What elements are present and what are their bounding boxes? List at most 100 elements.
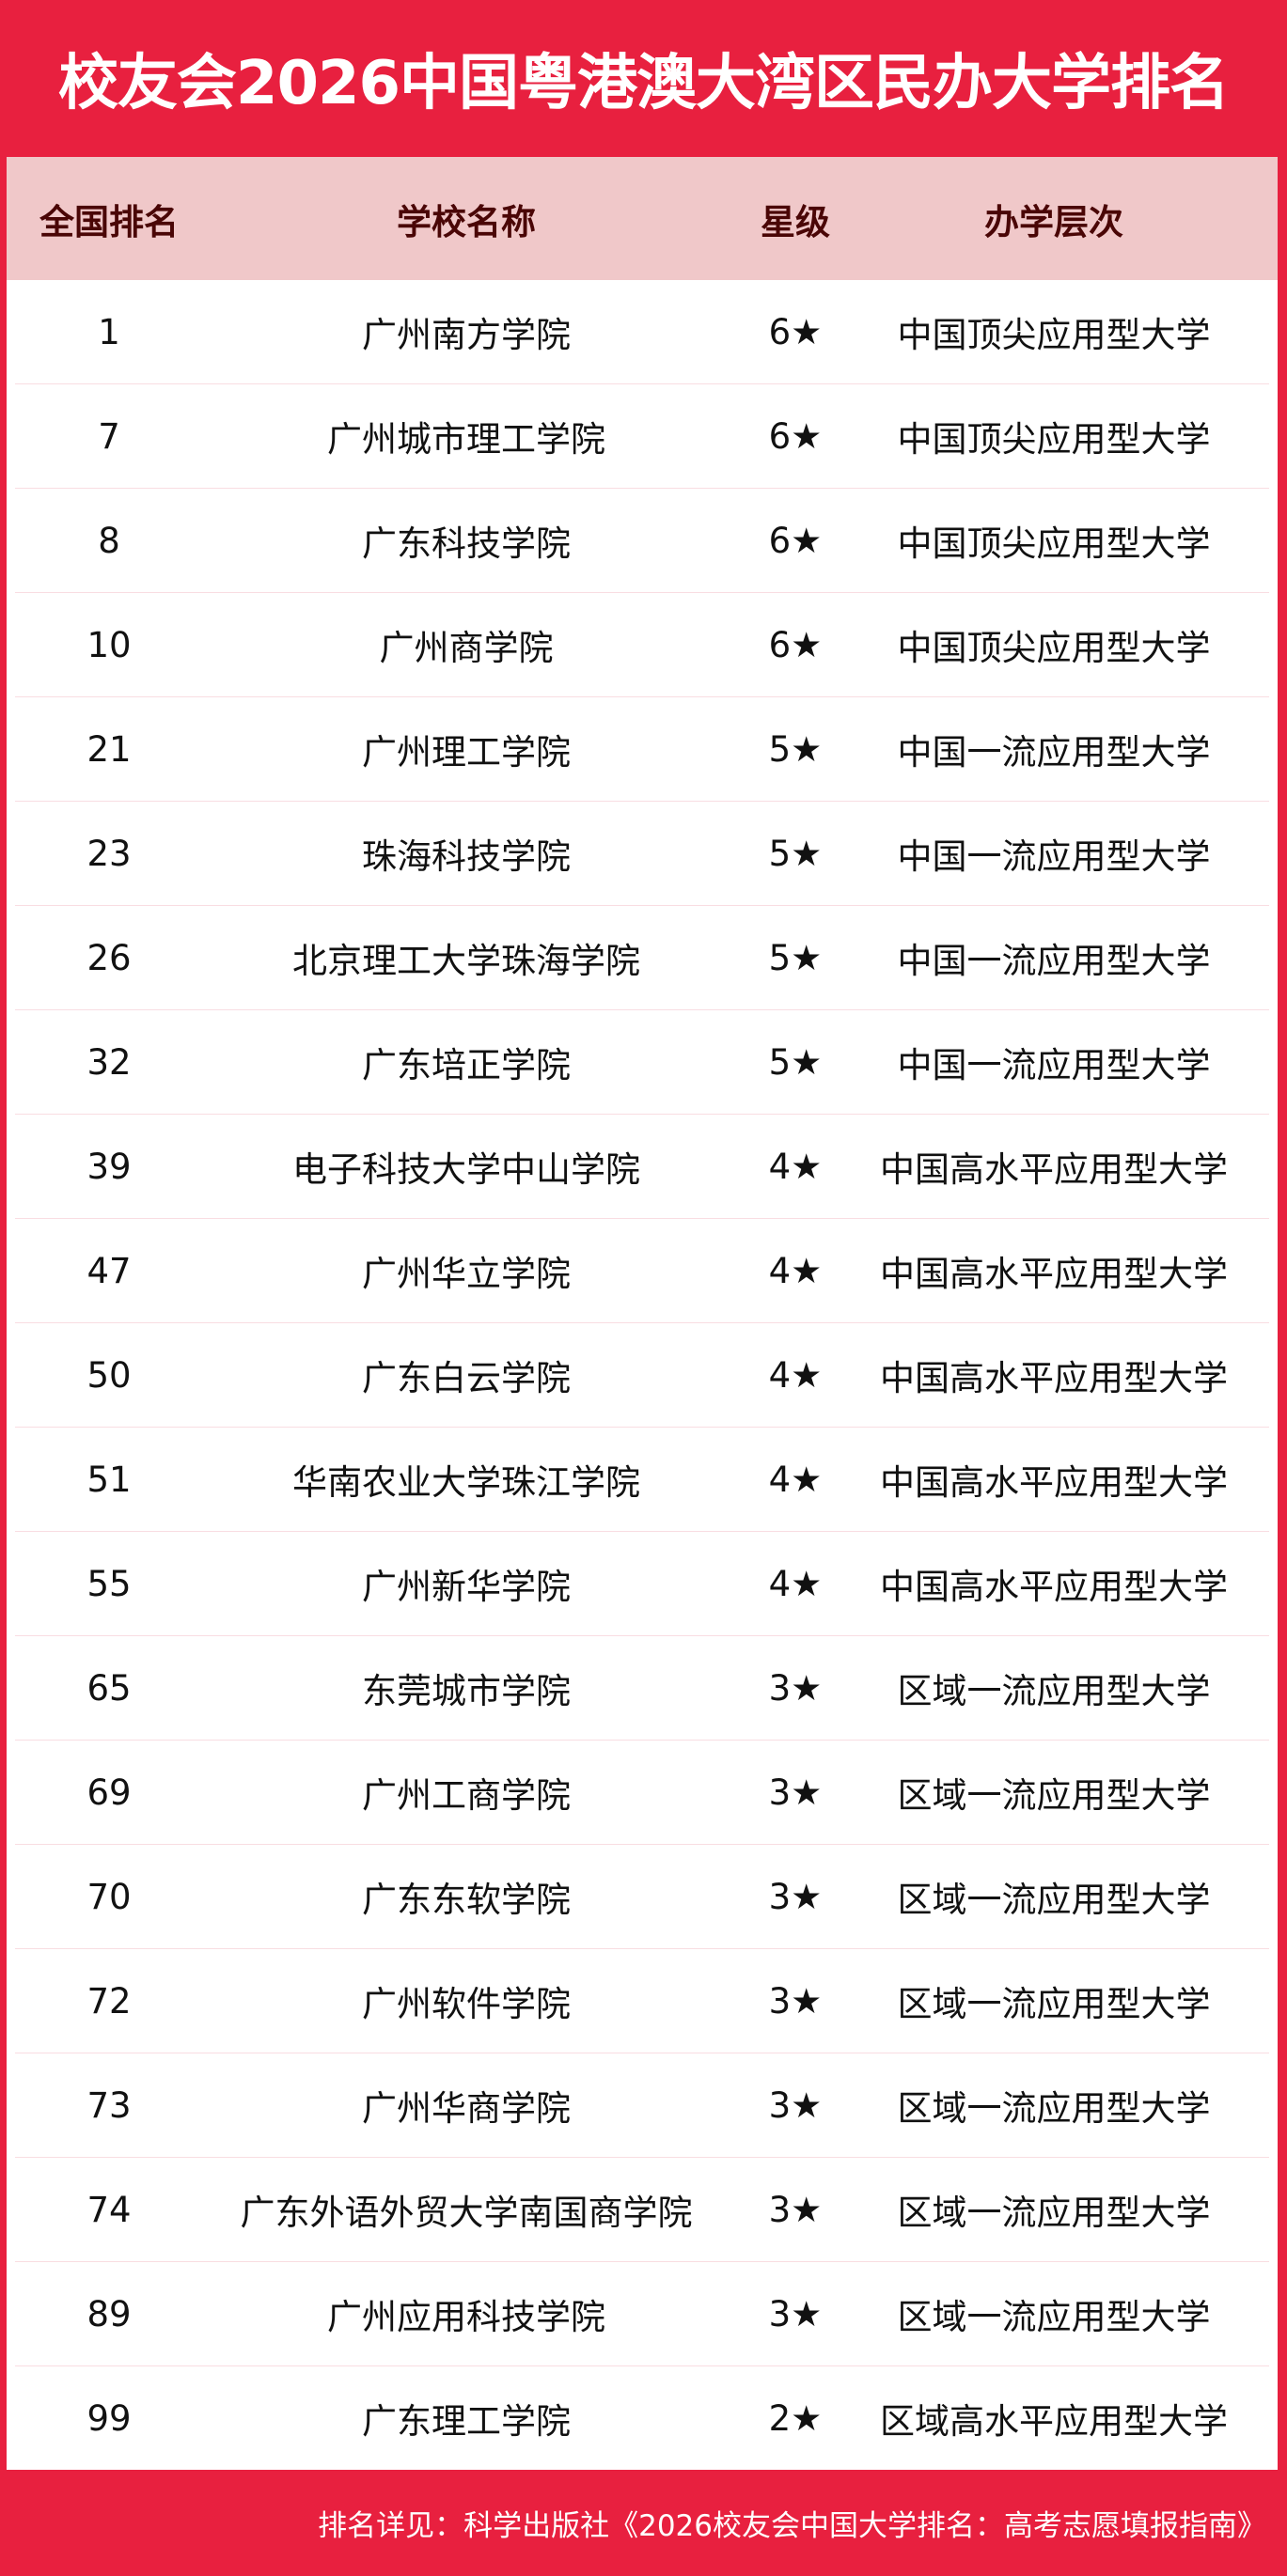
rank-cell: 21 [86,728,132,770]
school-name-cell: 广东白云学院 [362,1358,571,1398]
level-cell: 中国一流应用型大学 [897,836,1211,877]
school-name-cell: 广州新华学院 [362,1567,571,1607]
table-row: 8 广东科技学院 6★ 中国顶尖应用型大学 [15,489,1269,593]
school-name-cell: 北京理工大学珠海学院 [292,941,640,981]
star-rating-cell: 6★ [768,415,823,457]
star-rating-cell: 3★ [768,2189,823,2230]
level-cell: 中国一流应用型大学 [897,732,1211,773]
school-name-cell: 广东东软学院 [362,1880,571,1920]
level-cell: 中国高水平应用型大学 [880,1358,1228,1398]
rank-cell: 70 [86,1876,132,1917]
star-rating-cell: 4★ [768,1146,823,1187]
school-name-cell: 广东外语外贸大学南国商学院 [240,2193,693,2233]
rank-cell: 55 [86,1563,132,1604]
rank-cell: 26 [86,937,132,978]
table-row: 10 广州商学院 6★ 中国顶尖应用型大学 [15,593,1269,697]
table-row: 32 广东培正学院 5★ 中国一流应用型大学 [15,1010,1269,1115]
school-name-cell: 广州应用科技学院 [327,2297,605,2337]
footer-text: 排名详见：科学出版社《2026校友会中国大学排名：高考志愿填报指南》 [318,2509,1266,2543]
rank-cell: 8 [98,520,120,561]
level-cell: 中国顶尖应用型大学 [897,628,1211,668]
table-row: 50 广东白云学院 4★ 中国高水平应用型大学 [15,1323,1269,1428]
star-rating-cell: 5★ [768,833,823,874]
rank-cell: 65 [86,1667,132,1709]
star-rating-cell: 3★ [768,1667,823,1709]
star-rating-cell: 5★ [768,1041,823,1083]
level-cell: 区域一流应用型大学 [897,2193,1211,2233]
level-cell: 区域一流应用型大学 [897,1671,1211,1711]
star-rating-cell: 6★ [768,311,823,352]
school-name-cell: 华南农业大学珠江学院 [292,1462,640,1503]
rank-cell: 10 [86,624,132,665]
table-row: 65 东莞城市学院 3★ 区域一流应用型大学 [15,1636,1269,1741]
school-name-cell: 广州软件学院 [362,1984,571,2024]
level-cell: 区域一流应用型大学 [897,1880,1211,1920]
rank-cell: 50 [86,1354,132,1396]
rank-cell: 99 [86,2397,132,2439]
table-row: 69 广州工商学院 3★ 区域一流应用型大学 [15,1741,1269,1845]
school-name-cell: 广州华立学院 [362,1254,571,1294]
table-row: 1 广州南方学院 6★ 中国顶尖应用型大学 [15,280,1269,384]
star-rating-cell: 5★ [768,728,823,770]
level-cell: 区域一流应用型大学 [897,1984,1211,2024]
school-name-cell: 广州工商学院 [362,1775,571,1816]
school-name-cell: 广州理工学院 [362,732,571,773]
star-rating-cell: 4★ [768,1354,823,1396]
rank-cell: 89 [86,2293,132,2334]
rank-cell: 69 [86,1772,132,1813]
table-row: 72 广州软件学院 3★ 区域一流应用型大学 [15,1949,1269,2053]
table-row: 99 广东理工学院 2★ 区域高水平应用型大学 [15,2366,1269,2470]
school-name-cell: 广州商学院 [379,628,554,668]
star-rating-cell: 3★ [768,2293,823,2334]
level-cell: 中国一流应用型大学 [897,941,1211,981]
table-row: 7 广州城市理工学院 6★ 中国顶尖应用型大学 [15,384,1269,489]
school-name-cell: 珠海科技学院 [362,836,571,877]
star-rating-cell: 3★ [768,2084,823,2126]
star-rating-cell: 3★ [768,1876,823,1917]
school-name-cell: 电子科技大学中山学院 [292,1149,640,1190]
rank-cell: 39 [86,1146,132,1187]
star-rating-cell: 2★ [768,2397,823,2439]
level-cell: 区域高水平应用型大学 [880,2401,1228,2442]
column-header-school: 学校名称 [397,201,536,242]
page-title: 校友会2026中国粤港澳大湾区民办大学排名 [57,49,1230,118]
rank-cell: 73 [86,2084,132,2126]
level-cell: 中国一流应用型大学 [897,1045,1211,1085]
table-row: 70 广东东软学院 3★ 区域一流应用型大学 [15,1845,1269,1949]
table-row: 74 广东外语外贸大学南国商学院 3★ 区域一流应用型大学 [15,2158,1269,2262]
table-body: 1 广州南方学院 6★ 中国顶尖应用型大学 7 广州城市理工学院 6★ 中国顶尖应用型大学 8 广… [7,280,1278,2470]
level-cell: 中国顶尖应用型大学 [897,419,1211,460]
column-header-level: 办学层次 [984,201,1123,242]
school-name-cell: 广东科技学院 [362,523,571,564]
table-row: 39 电子科技大学中山学院 4★ 中国高水平应用型大学 [15,1115,1269,1219]
column-header-rank: 全国排名 [39,201,179,242]
table-row: 47 广州华立学院 4★ 中国高水平应用型大学 [15,1219,1269,1323]
star-rating-cell: 4★ [768,1250,823,1291]
level-cell: 中国顶尖应用型大学 [897,315,1211,355]
star-rating-cell: 4★ [768,1563,823,1604]
level-cell: 区域一流应用型大学 [897,2297,1211,2337]
star-rating-cell: 6★ [768,520,823,561]
table-row: 55 广州新华学院 4★ 中国高水平应用型大学 [15,1532,1269,1636]
school-name-cell: 东莞城市学院 [362,1671,571,1711]
school-name-cell: 广州城市理工学院 [327,419,605,460]
school-name-cell: 广州南方学院 [362,315,571,355]
table-row: 51 华南农业大学珠江学院 4★ 中国高水平应用型大学 [15,1428,1269,1532]
table-row: 26 北京理工大学珠海学院 5★ 中国一流应用型大学 [15,906,1269,1010]
table-row: 23 珠海科技学院 5★ 中国一流应用型大学 [15,802,1269,906]
school-name-cell: 广东培正学院 [362,1045,571,1085]
star-rating-cell: 3★ [768,1772,823,1813]
level-cell: 中国高水平应用型大学 [880,1567,1228,1607]
star-rating-cell: 3★ [768,1980,823,2022]
star-rating-cell: 6★ [768,624,823,665]
table-row: 21 广州理工学院 5★ 中国一流应用型大学 [15,697,1269,802]
rank-cell: 1 [98,311,120,352]
rank-cell: 32 [86,1041,132,1083]
level-cell: 中国高水平应用型大学 [880,1149,1228,1190]
school-name-cell: 广州华商学院 [362,2088,571,2129]
star-rating-cell: 5★ [768,937,823,978]
level-cell: 区域一流应用型大学 [897,1775,1211,1816]
table-row: 73 广州华商学院 3★ 区域一流应用型大学 [15,2053,1269,2158]
table-header: 全国排名 学校名称 星级 办学层次 [7,157,1278,280]
level-cell: 中国顶尖应用型大学 [897,523,1211,564]
